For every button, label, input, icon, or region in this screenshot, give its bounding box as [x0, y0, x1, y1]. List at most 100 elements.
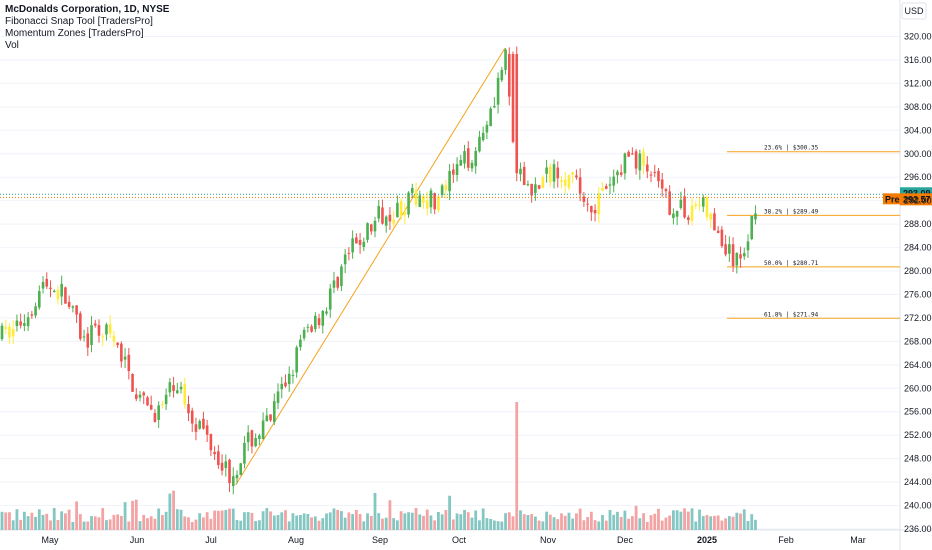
- volume-bar: [213, 510, 217, 530]
- volume-bar: [134, 499, 138, 530]
- indicator-fibonacci-label[interactable]: Fibonacci Snap Tool [TradersPro]: [5, 16, 153, 27]
- candle-body: [642, 151, 645, 166]
- candle-body: [418, 195, 422, 208]
- volume-bar: [93, 516, 97, 530]
- candle-body: [82, 336, 86, 338]
- indicator-volume-label[interactable]: Vol: [5, 40, 19, 51]
- candle-body: [645, 164, 649, 172]
- candle-body: [235, 474, 239, 479]
- candle-body: [276, 391, 280, 403]
- volume-bar: [224, 509, 228, 530]
- volume-bar: [313, 516, 317, 530]
- volume-bar: [660, 520, 664, 530]
- candle-body: [396, 202, 399, 218]
- candle-body: [687, 217, 690, 220]
- time-tick-label: Oct: [452, 535, 467, 545]
- candle-body: [433, 193, 436, 210]
- price-tick-label: 260.00: [904, 383, 932, 393]
- volume-bar: [560, 513, 563, 530]
- candle-body: [202, 418, 205, 429]
- candle-body: [328, 288, 332, 310]
- candles: [0, 46, 757, 495]
- candle-body: [134, 394, 138, 399]
- candle-body: [172, 385, 175, 392]
- price-tick-label: 240.00: [904, 501, 932, 511]
- candle-body: [403, 212, 407, 216]
- symbol-title[interactable]: McDonalds Corporation, 1D, NYSE: [5, 4, 170, 15]
- price-tick-label: 288.00: [904, 219, 932, 229]
- volume-bar: [619, 516, 623, 530]
- candle-body: [437, 196, 440, 211]
- candle-body: [612, 176, 616, 186]
- indicator-momentum-label[interactable]: Momentum Zones [TradersPro]: [5, 28, 144, 39]
- candle-body: [138, 394, 142, 398]
- volume-bar: [612, 514, 616, 530]
- volume-bar: [243, 512, 246, 530]
- volume-bar: [739, 513, 742, 530]
- price-tick-label: 268.00: [904, 336, 932, 346]
- volume-bar: [19, 519, 23, 530]
- volume-bar: [369, 515, 373, 530]
- candle-body: [728, 244, 731, 254]
- candle-body: [176, 390, 179, 394]
- volume-bar: [418, 514, 422, 530]
- volume-bar: [8, 512, 11, 530]
- volume-bar: [563, 515, 567, 530]
- volume-bar: [179, 509, 183, 530]
- volume-bar: [358, 514, 362, 530]
- time-tick-label: Jul: [205, 535, 217, 545]
- price-tick-label: 316.00: [904, 55, 932, 65]
- volume-bar: [340, 511, 343, 530]
- volume-bar: [422, 515, 425, 530]
- volume-bar: [500, 521, 504, 530]
- candle-body: [187, 404, 190, 414]
- candle-body: [362, 241, 366, 248]
- candle-body: [701, 197, 705, 207]
- candle-body: [556, 167, 560, 179]
- candle-body: [291, 375, 295, 377]
- volume-bar: [567, 512, 571, 530]
- candle-body: [149, 404, 153, 410]
- candle-body: [231, 476, 235, 487]
- candle-body: [265, 415, 269, 422]
- volume-bar: [530, 514, 534, 530]
- candle-body: [549, 166, 552, 183]
- candle-body: [258, 435, 261, 440]
- candle-body: [217, 451, 220, 465]
- candle-body: [79, 313, 82, 339]
- volume-bar: [623, 510, 627, 530]
- candle-body: [541, 177, 545, 189]
- fib-level-label: 61.8% | $271.94: [764, 311, 819, 318]
- candle-body: [675, 211, 679, 217]
- volume-bar: [343, 517, 347, 530]
- volume-bar: [71, 521, 75, 530]
- candle-body: [377, 205, 381, 219]
- volume-bar: [157, 508, 161, 530]
- volume-bar: [575, 513, 578, 530]
- volume-bar: [82, 521, 86, 530]
- candle-body: [131, 374, 134, 392]
- volume-bar: [720, 520, 724, 530]
- volume-bar: [209, 518, 213, 530]
- price-axis[interactable]: USD 236.00 240.00 244.00 248.00 252.00 256.00 2…: [901, 2, 932, 534]
- volume-bar: [448, 495, 451, 530]
- candle-body: [295, 347, 298, 373]
- candle-body: [623, 153, 627, 174]
- candle-body: [355, 237, 358, 244]
- volume-bar: [30, 512, 34, 530]
- volume-bar: [131, 500, 134, 530]
- candle-body: [627, 151, 630, 157]
- candle-body: [75, 305, 78, 315]
- candle-body: [8, 326, 11, 338]
- candle-body: [381, 207, 384, 224]
- candle-body: [478, 136, 481, 152]
- candle-body: [224, 461, 228, 469]
- volume-bar: [507, 512, 511, 530]
- candle-body: [60, 283, 63, 297]
- candle-body: [116, 342, 119, 346]
- volume-bar: [634, 505, 638, 530]
- candle-body: [444, 184, 448, 191]
- time-axis[interactable]: May Jun Jul Aug Sep Oct Nov Dec 2025 Feb Mar: [41, 535, 865, 545]
- candle-body: [660, 179, 664, 189]
